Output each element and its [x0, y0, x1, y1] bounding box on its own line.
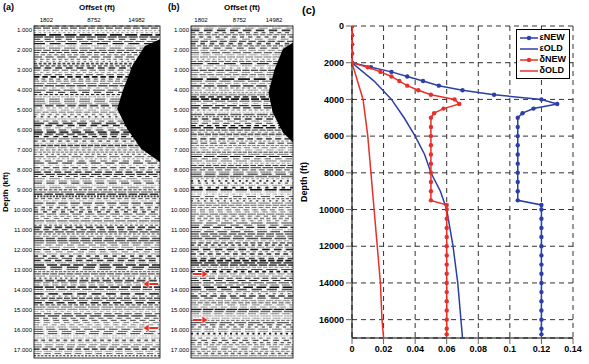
svg-text:2000: 2000	[324, 58, 344, 68]
svg-text:10000: 10000	[319, 205, 344, 215]
svg-text:1.000: 1.000	[17, 27, 33, 33]
svg-text:2.000: 2.000	[174, 47, 190, 53]
svg-text:9.000: 9.000	[17, 187, 33, 193]
html-text:εNEW: εNEW	[539, 32, 565, 42]
svg-text:10.000: 10.000	[171, 207, 190, 213]
svg-text:6.000: 6.000	[174, 127, 190, 133]
svg-text:0.08: 0.08	[470, 344, 488, 354]
svg-text:11.000: 11.000	[171, 227, 190, 233]
svg-text:14.000: 14.000	[171, 287, 190, 293]
svg-text:1802: 1802	[40, 17, 54, 23]
svg-text:14000: 14000	[319, 278, 344, 288]
svg-text:3.000: 3.000	[17, 67, 33, 73]
svg-text:Offset (ft): Offset (ft)	[224, 3, 260, 12]
svg-text:8752: 8752	[233, 17, 247, 23]
svg-text:14982: 14982	[128, 17, 145, 23]
svg-text:6.000: 6.000	[17, 127, 33, 133]
svg-text:4000: 4000	[324, 95, 344, 105]
svg-text:(b): (b)	[168, 2, 180, 12]
svg-text:15.000: 15.000	[171, 307, 190, 313]
svg-text:16000: 16000	[319, 315, 344, 325]
svg-text:0.12: 0.12	[533, 344, 551, 354]
svg-text:0.04: 0.04	[406, 344, 424, 354]
svg-text:9.000: 9.000	[174, 187, 190, 193]
svg-text:7.000: 7.000	[17, 147, 33, 153]
svg-text:13.000: 13.000	[171, 267, 190, 273]
svg-text:7.000: 7.000	[174, 147, 190, 153]
svg-text:Depth (kft): Depth (kft)	[1, 172, 10, 212]
html-text:εOLD: εOLD	[539, 43, 563, 53]
svg-text:3.000: 3.000	[174, 67, 190, 73]
svg-text:5.000: 5.000	[174, 107, 190, 113]
svg-text:12.000: 12.000	[171, 247, 190, 253]
svg-text:16.000: 16.000	[14, 327, 33, 333]
svg-text:0.1: 0.1	[504, 344, 517, 354]
svg-text:0.02: 0.02	[375, 344, 393, 354]
svg-text:17.000: 17.000	[14, 347, 33, 353]
svg-text:Offset (ft): Offset (ft)	[79, 3, 115, 12]
svg-text:16.000: 16.000	[171, 327, 190, 333]
html-text:δNEW: δNEW	[539, 54, 566, 64]
svg-text:8.000: 8.000	[17, 167, 33, 173]
svg-text:(a): (a)	[3, 2, 14, 12]
svg-text:14982: 14982	[266, 17, 283, 23]
svg-text:0.06: 0.06	[438, 344, 456, 354]
svg-text:14.000: 14.000	[14, 287, 33, 293]
svg-text:2.000: 2.000	[17, 47, 33, 53]
svg-text:1.000: 1.000	[174, 27, 190, 33]
html-text:(c): (c)	[302, 4, 316, 16]
svg-text:11.000: 11.000	[14, 227, 33, 233]
svg-text:8752: 8752	[87, 17, 101, 23]
svg-text:15.000: 15.000	[14, 307, 33, 313]
svg-text:1802: 1802	[194, 17, 208, 23]
svg-text:12.000: 12.000	[14, 247, 33, 253]
svg-text:13.000: 13.000	[14, 267, 33, 273]
svg-text:4.000: 4.000	[174, 87, 190, 93]
svg-text:5.000: 5.000	[17, 107, 33, 113]
svg-text:4.000: 4.000	[17, 87, 33, 93]
svg-text:6000: 6000	[324, 131, 344, 141]
html-text:δOLD: δOLD	[539, 65, 564, 75]
svg-text:8000: 8000	[324, 168, 344, 178]
svg-text:17.000: 17.000	[171, 347, 190, 353]
svg-text:Depth (ft): Depth (ft)	[299, 162, 309, 202]
svg-text:0.14: 0.14	[564, 344, 582, 354]
svg-text:12000: 12000	[319, 241, 344, 251]
svg-text:0: 0	[349, 344, 354, 354]
svg-text:0: 0	[339, 21, 344, 31]
svg-text:10.000: 10.000	[14, 207, 33, 213]
svg-text:8.000: 8.000	[174, 167, 190, 173]
